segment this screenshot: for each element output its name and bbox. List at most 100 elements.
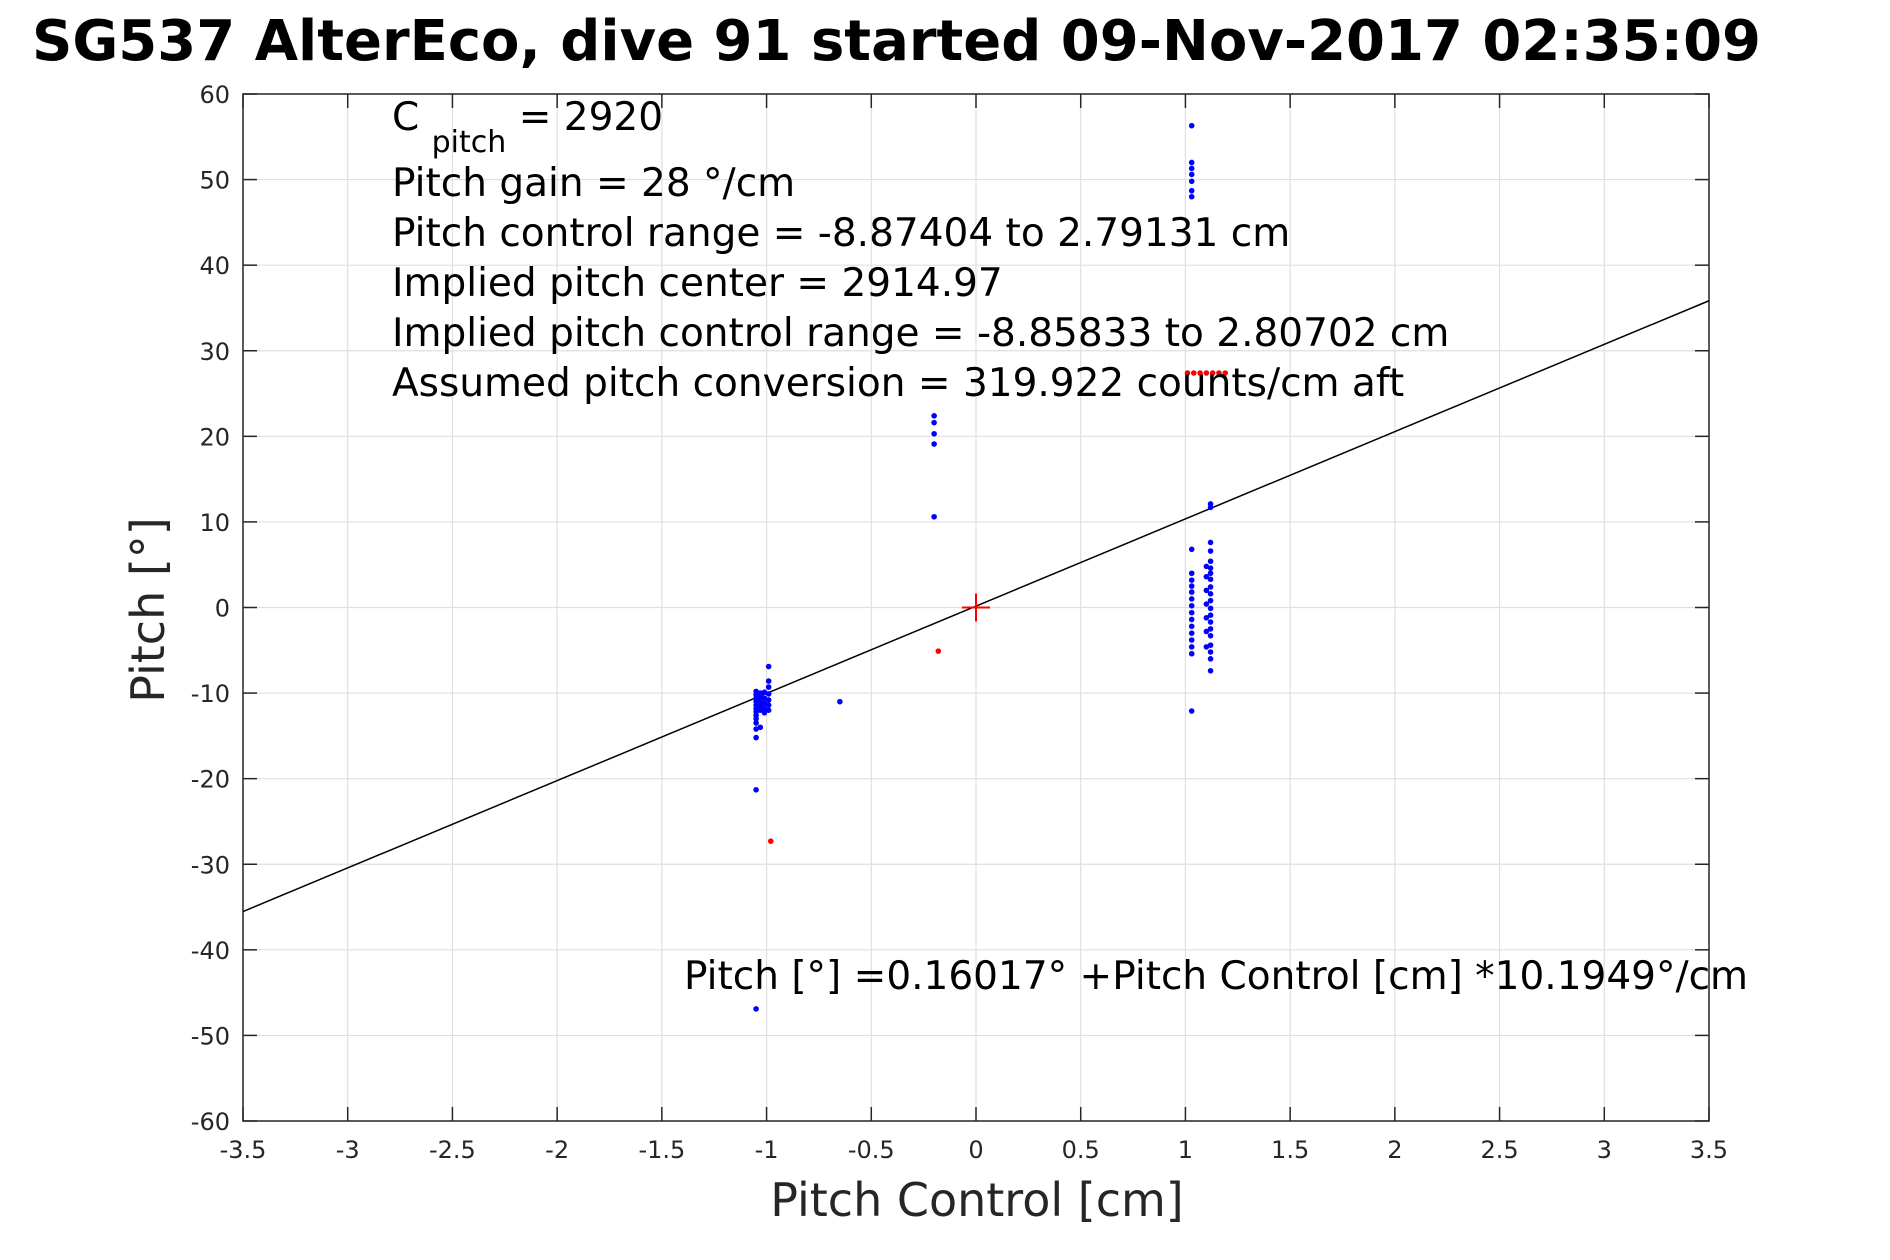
y-tick-label: -10	[191, 680, 230, 708]
data-point	[1188, 596, 1195, 602]
data-point	[931, 419, 937, 426]
x-tick-label: -2	[545, 1136, 569, 1164]
data-point	[1188, 165, 1195, 172]
y-tick-label: -60	[191, 1108, 230, 1136]
c-pitch-value: = 2920	[519, 95, 663, 140]
y-tick-label: -40	[191, 937, 230, 965]
data-point	[1203, 563, 1210, 570]
data-point	[1188, 178, 1195, 185]
data-point	[1207, 565, 1214, 571]
data-point	[1207, 539, 1214, 546]
data-point	[1207, 576, 1214, 583]
data-point	[1207, 570, 1214, 577]
data-point	[767, 838, 774, 844]
data-point	[1216, 370, 1222, 376]
annotation-implied-pitch-control-range: Implied pitch control range = -8.85833 t…	[392, 311, 1449, 356]
data-point	[1207, 504, 1214, 511]
data-point	[765, 691, 772, 697]
annotation-implied-pitch-center: Implied pitch center = 2914.97	[392, 261, 1003, 306]
data-point	[1203, 573, 1210, 580]
data-point	[1188, 630, 1195, 636]
data-point	[1188, 589, 1195, 595]
data-point	[931, 441, 937, 447]
data-point	[1188, 583, 1195, 589]
x-axis-tick-labels: -3.5 -3 -2.5 -2 -1.5 -1 -0.5 0 0.5 1 1.5 2 2.5 3 3.5	[220, 1136, 1729, 1164]
data-point	[1188, 570, 1195, 577]
annotation-pitch-conversion: Assumed pitch conversion = 319.922 count…	[392, 361, 1404, 406]
data-points	[753, 122, 1229, 1012]
data-point	[1188, 650, 1195, 657]
data-point	[931, 430, 937, 437]
data-point	[1188, 637, 1195, 643]
data-point	[1207, 626, 1214, 632]
data-point	[761, 700, 768, 707]
data-point	[1203, 587, 1210, 594]
data-point	[753, 726, 759, 732]
x-tick-label: -3	[336, 1136, 360, 1164]
y-tick-label: 40	[199, 252, 230, 280]
axis-ticks	[242, 93, 1710, 1122]
data-point	[1191, 370, 1197, 376]
data-point	[1207, 558, 1214, 565]
data-point	[1209, 370, 1216, 376]
data-point	[1207, 619, 1214, 625]
x-tick-label: -0.5	[848, 1136, 895, 1164]
data-point	[1197, 370, 1203, 376]
y-tick-label: 0	[215, 595, 230, 623]
data-point	[1207, 548, 1214, 554]
x-tick-label: 2.5	[1480, 1136, 1518, 1164]
data-point	[1188, 602, 1195, 609]
x-tick-label: -1.5	[638, 1136, 685, 1164]
data-point	[1203, 628, 1210, 635]
data-point	[1188, 708, 1195, 714]
data-point	[1207, 642, 1214, 648]
data-point	[1188, 122, 1195, 129]
c-pitch-symbol: C	[392, 95, 419, 140]
data-point	[1203, 601, 1210, 607]
data-point	[1203, 370, 1210, 376]
grid	[242, 93, 1710, 1122]
data-point	[1188, 171, 1195, 178]
data-point	[1203, 644, 1210, 650]
data-point	[931, 412, 937, 419]
c-pitch-subscript: pitch	[432, 125, 507, 160]
data-point	[1188, 644, 1195, 650]
data-point	[1203, 614, 1210, 621]
x-axis-label: Pitch Control [cm]	[770, 1173, 1184, 1227]
data-point	[1207, 591, 1214, 597]
y-tick-label: 20	[199, 423, 230, 451]
data-point	[931, 513, 937, 520]
data-point	[1207, 656, 1214, 662]
data-point	[1184, 370, 1191, 376]
y-tick-label: 50	[199, 167, 230, 195]
center-marker	[962, 593, 990, 622]
data-point	[757, 694, 764, 701]
data-point	[765, 702, 772, 708]
data-point	[1188, 159, 1195, 166]
x-tick-label: 0.5	[1062, 1136, 1100, 1164]
data-point	[1222, 370, 1229, 376]
data-point	[935, 648, 942, 654]
y-tick-label: 10	[199, 509, 230, 537]
x-tick-label: 1	[1178, 1136, 1193, 1164]
data-point	[757, 698, 764, 705]
data-point	[1207, 632, 1214, 639]
data-point	[837, 698, 843, 705]
data-point	[757, 707, 764, 713]
data-point	[1207, 584, 1214, 590]
y-tick-label: -20	[191, 766, 230, 794]
data-point	[765, 684, 772, 690]
data-point	[1188, 616, 1195, 623]
annotation-pitch-gain: Pitch gain = 28 °/cm	[392, 161, 795, 206]
annotation-pitch-control-range: Pitch control range = -8.87404 to 2.7913…	[392, 211, 1290, 256]
data-point	[1207, 597, 1214, 604]
data-point	[761, 709, 768, 716]
x-tick-label: -3.5	[220, 1136, 267, 1164]
data-point	[753, 1006, 759, 1012]
annotation-c-pitch: C pitch = 2920	[392, 95, 663, 162]
chart-title: SG537 AlterEco, dive 91 started 09-Nov-2…	[32, 9, 1761, 74]
x-tick-label: -2.5	[429, 1136, 476, 1164]
data-point	[757, 690, 764, 696]
data-point	[761, 705, 768, 712]
